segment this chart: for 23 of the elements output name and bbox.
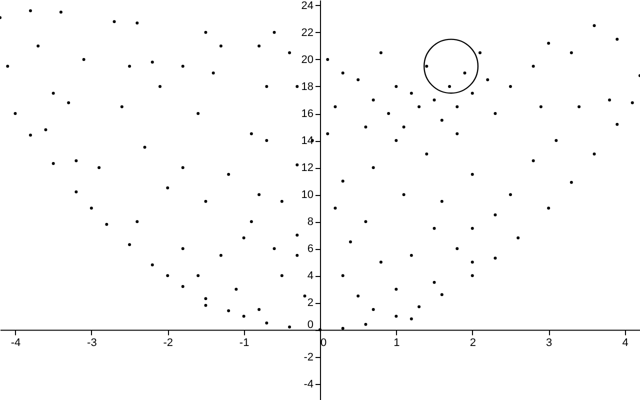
y-tick-label: 6 <box>307 243 314 256</box>
x-tick-label: 0 <box>320 337 327 350</box>
y-tick-label: 18 <box>301 80 314 93</box>
y-tick-label: 10 <box>301 189 314 202</box>
x-tick-label: -4 <box>10 337 21 350</box>
x-tick-label: 2 <box>470 337 476 350</box>
y-tick-label: 16 <box>301 108 314 120</box>
y-tick-label: 22 <box>301 26 314 39</box>
y-tick-label: -2 <box>304 351 314 364</box>
y-tick-label: 12 <box>301 162 314 174</box>
x-tick-label: -1 <box>239 337 250 350</box>
y-tick-label: 0 <box>307 319 314 332</box>
x-tick-label: 1 <box>394 337 400 350</box>
y-tick-label: -4 <box>304 378 314 390</box>
x-tick-label: 4 <box>622 337 628 350</box>
y-tick-label: 2 <box>307 297 314 310</box>
x-tick-label: -2 <box>163 337 174 350</box>
x-tick-label: -3 <box>87 337 97 350</box>
y-tick-label: 4 <box>307 270 314 282</box>
x-tick-label: 3 <box>546 337 552 350</box>
y-tick-label: 24 <box>301 0 314 12</box>
y-tick-label: 8 <box>307 216 314 228</box>
y-tick-label: 20 <box>301 54 314 66</box>
